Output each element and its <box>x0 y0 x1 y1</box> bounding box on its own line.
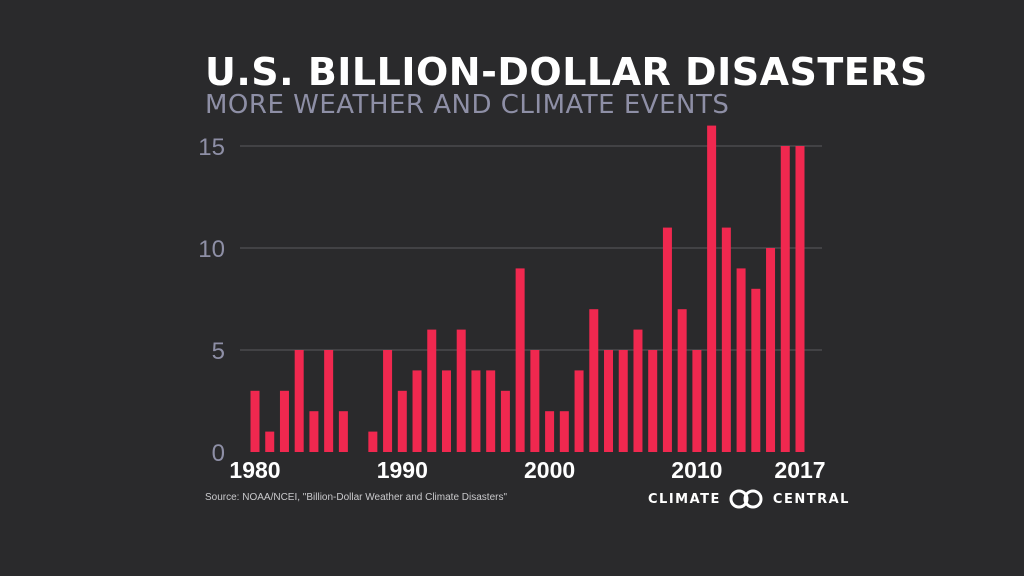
x-tick-label: 1990 <box>377 457 428 483</box>
double-ring-icon <box>729 489 763 509</box>
bar-2011 <box>707 125 717 452</box>
bar-1981 <box>265 431 275 452</box>
logo-text-left: CLIMATE <box>648 491 721 507</box>
bar-1982 <box>279 390 289 452</box>
bar-2015 <box>766 248 776 452</box>
bar-2003 <box>589 309 599 452</box>
bar-1995 <box>471 370 481 452</box>
bar-1998 <box>515 268 525 452</box>
logo-text-right: CENTRAL <box>772 491 850 507</box>
bar-1993 <box>441 370 451 452</box>
y-tick-label: 5 <box>212 338 225 365</box>
climate-central-logo: CLIMATE CENTRAL <box>648 489 850 509</box>
bar-2010 <box>692 350 702 452</box>
bar-1988 <box>368 431 378 452</box>
bar-1984 <box>309 411 319 452</box>
x-tick-label: 1980 <box>229 457 280 483</box>
bar-2014 <box>751 288 761 452</box>
bar-1990 <box>397 390 407 452</box>
bar-1991 <box>412 370 422 452</box>
bar-2000 <box>545 411 555 452</box>
bar-1997 <box>500 390 510 452</box>
bar-2012 <box>721 227 731 452</box>
bar-1994 <box>456 329 466 452</box>
bar-2006 <box>633 329 643 452</box>
bar-1983 <box>294 350 304 452</box>
bar-1992 <box>427 329 437 452</box>
bar-1999 <box>530 350 540 452</box>
y-tick-label: 10 <box>198 236 225 263</box>
bar-1986 <box>338 411 348 452</box>
bar-2016 <box>780 146 790 452</box>
bar-2005 <box>618 350 628 452</box>
x-tick-label: 2000 <box>524 457 575 483</box>
source-note: Source: NOAA/NCEI, "Billion-Dollar Weath… <box>205 492 508 503</box>
bar-2001 <box>559 411 569 452</box>
bar-2013 <box>736 268 746 452</box>
bar-2004 <box>604 350 614 452</box>
bar-2017 <box>795 146 805 452</box>
y-tick-label: 15 <box>198 134 225 161</box>
bar-2009 <box>677 309 687 452</box>
x-tick-label: 2017 <box>774 457 825 483</box>
chart-title: U.S. BILLION-DOLLAR DISASTERS <box>205 50 928 94</box>
bar-1985 <box>324 350 334 452</box>
x-tick-label: 2010 <box>671 457 722 483</box>
bar-1996 <box>486 370 496 452</box>
bar-1989 <box>383 350 393 452</box>
bar-2002 <box>574 370 584 452</box>
y-tick-label: 0 <box>212 440 225 467</box>
chart-subtitle: MORE WEATHER AND CLIMATE EVENTS <box>205 90 730 120</box>
bar-2007 <box>648 350 658 452</box>
bar-2008 <box>662 227 672 452</box>
bar-1980 <box>250 390 260 452</box>
